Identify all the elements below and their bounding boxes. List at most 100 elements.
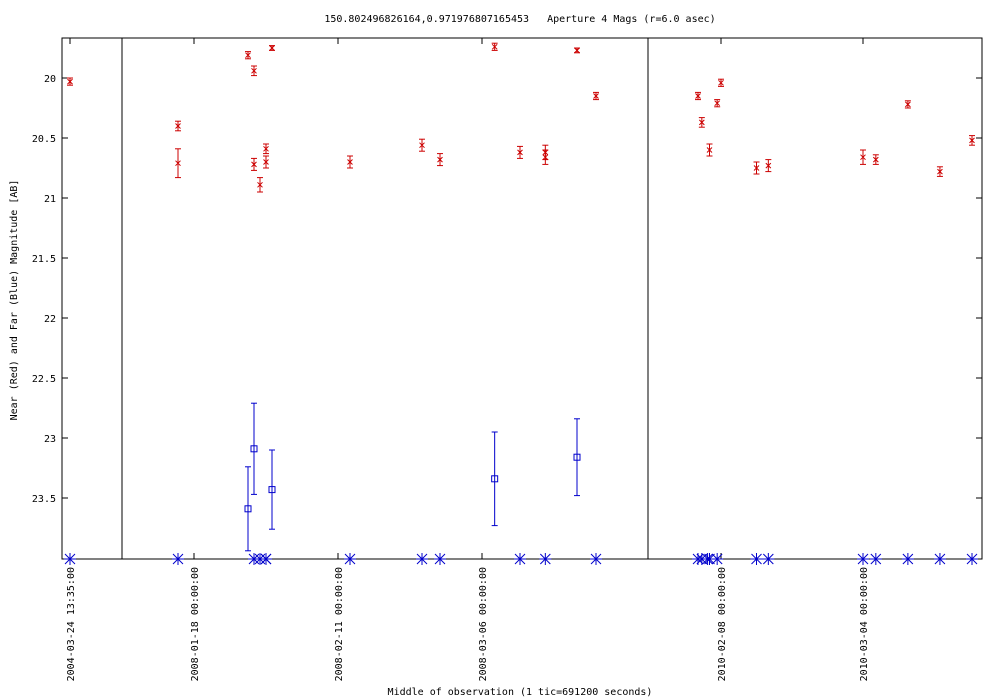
x-axis: 2004-03-24 13:35:00 2008-01-18 00:00:00 20…: [66, 38, 870, 681]
x-marker-stroke: [67, 78, 73, 85]
error-bar: [251, 402, 257, 495]
x-tick-label: 2004-03-24 13:35:00: [66, 567, 77, 681]
far-nondetection-marker: [64, 553, 76, 565]
near-point: [419, 142, 425, 149]
error-bar: [491, 431, 498, 527]
x-marker-stroke: [175, 160, 181, 167]
far-nondetection-marker: [966, 553, 978, 565]
far-point: [250, 445, 258, 453]
x-marker-stroke: [491, 43, 498, 50]
far-point: [573, 453, 581, 461]
asterisk-stroke: [344, 553, 356, 565]
x-marker-stroke: [714, 100, 721, 107]
near-point: [491, 43, 498, 50]
x-marker-stroke: [753, 165, 760, 171]
x-tick-label: 2008-03-06 00:00:00: [478, 567, 489, 681]
far-nondetection-marker: [857, 553, 869, 565]
far-nondetection-marker: [260, 553, 272, 565]
x-marker-stroke: [695, 93, 701, 99]
near-point: [269, 45, 275, 51]
y-tick-label: 21.5: [32, 254, 56, 265]
x-marker-stroke: [718, 79, 724, 86]
far-nondetection-marker: [344, 553, 356, 565]
x-marker-stroke: [257, 181, 263, 188]
near-point: [245, 52, 251, 59]
near-point: [695, 93, 701, 99]
far-nondetection-marker: [416, 553, 428, 565]
near-point: [872, 156, 879, 163]
y-tick-label: 23: [44, 434, 56, 445]
x-marker-stroke: [574, 47, 580, 54]
far-nondetection-marker: [750, 553, 763, 565]
near-point: [753, 165, 760, 171]
x-marker-stroke: [872, 156, 879, 163]
y-tick-label: 21: [44, 194, 56, 205]
x-marker-stroke: [251, 161, 257, 168]
far-nondetection-marker: [762, 553, 775, 565]
y-tick-label: 22.5: [32, 374, 56, 385]
x-marker-stroke: [263, 159, 269, 165]
x-marker-stroke: [263, 145, 269, 152]
near-point: [517, 149, 523, 156]
x-marker-stroke: [905, 101, 911, 108]
near-point: [257, 181, 263, 188]
error-bar: [269, 449, 275, 530]
asterisk-stroke: [966, 553, 978, 565]
x-tick-label: 2008-01-18 00:00:00: [190, 567, 201, 681]
data-marks: [64, 42, 978, 565]
near-point: [251, 67, 257, 74]
near-point: [706, 147, 713, 153]
asterisk-stroke: [416, 553, 428, 565]
near-point: [251, 161, 257, 168]
x-marker-stroke: [698, 119, 705, 126]
x-marker-stroke: [245, 52, 251, 59]
asterisk-stroke: [260, 553, 272, 565]
y-tick-label: 20.5: [32, 134, 56, 145]
x-tick-label: 2010-02-08 00:00:00: [717, 567, 728, 681]
near-point: [698, 119, 705, 126]
chart-title: 150.802496826164,0.971976807165453 Apert…: [324, 14, 715, 25]
x-marker-stroke: [175, 123, 181, 129]
x-marker-stroke: [251, 67, 257, 74]
asterisk-stroke: [857, 553, 869, 565]
near-point: [574, 47, 580, 54]
near-point: [175, 160, 181, 167]
far-nondetection-marker: [933, 553, 946, 565]
asterisk-stroke: [711, 553, 723, 565]
x-marker-stroke: [969, 137, 975, 144]
x-marker-stroke: [706, 147, 713, 153]
far-nondetection-marker: [711, 553, 724, 565]
x-marker-stroke: [937, 168, 943, 175]
x-marker-stroke: [347, 159, 353, 165]
y-tick-label: 22: [44, 314, 56, 325]
near-point: [437, 156, 443, 163]
far-nondetection-marker: [590, 553, 602, 565]
near-point: [175, 123, 181, 129]
x-marker-stroke: [437, 156, 443, 163]
asterisk-stroke: [902, 553, 914, 565]
asterisk-stroke: [751, 553, 762, 565]
near-point: [67, 78, 73, 85]
x-tick-label: 2008-02-11 00:00:00: [334, 567, 345, 681]
asterisk-stroke: [434, 553, 446, 565]
x-marker-stroke: [269, 45, 275, 51]
near-point: [860, 154, 866, 161]
asterisk-stroke: [870, 553, 882, 565]
asterisk-stroke: [64, 553, 76, 565]
far-point: [244, 505, 252, 513]
x-tick-label: 2010-03-04 00:00:00: [859, 567, 870, 681]
far-nondetection-marker: [514, 553, 526, 565]
y-tick-label: 20: [44, 74, 56, 85]
x-marker-stroke: [419, 142, 425, 149]
plot-frame: [61, 37, 983, 560]
asterisk-stroke: [762, 553, 774, 565]
asterisk-stroke: [934, 553, 946, 565]
y-axis: 20 20.5 21 21.5 22 22.5 23 23.5: [32, 74, 982, 505]
asterisk-stroke: [704, 553, 715, 565]
error-bar: [245, 466, 251, 552]
error-bar: [574, 418, 580, 497]
x-marker-stroke: [517, 149, 523, 156]
near-point: [937, 168, 943, 175]
near-point: [263, 145, 269, 152]
